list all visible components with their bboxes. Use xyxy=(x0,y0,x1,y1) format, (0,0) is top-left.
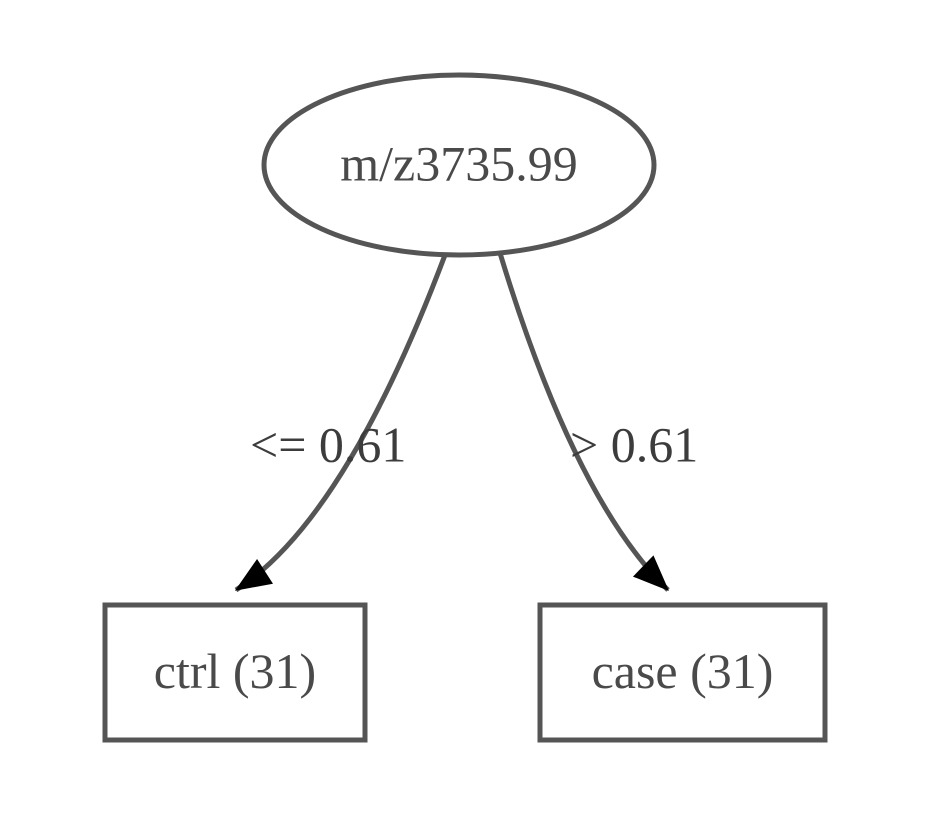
decision-tree-diagram: m/z3735.99 ctrl (31) case (31) <= 0.61 > 0.… xyxy=(0,0,952,840)
nodes-layer: m/z3735.99 ctrl (31) case (31) xyxy=(105,75,825,740)
edge-label: > 0.61 xyxy=(570,416,698,472)
edge-labels-layer: <= 0.61 > 0.61 xyxy=(250,416,698,472)
edge-label: <= 0.61 xyxy=(250,416,406,472)
leaf-node-label: ctrl (31) xyxy=(154,643,316,699)
root-node-label: m/z3735.99 xyxy=(340,135,577,191)
leaf-node-label: case (31) xyxy=(592,643,774,699)
